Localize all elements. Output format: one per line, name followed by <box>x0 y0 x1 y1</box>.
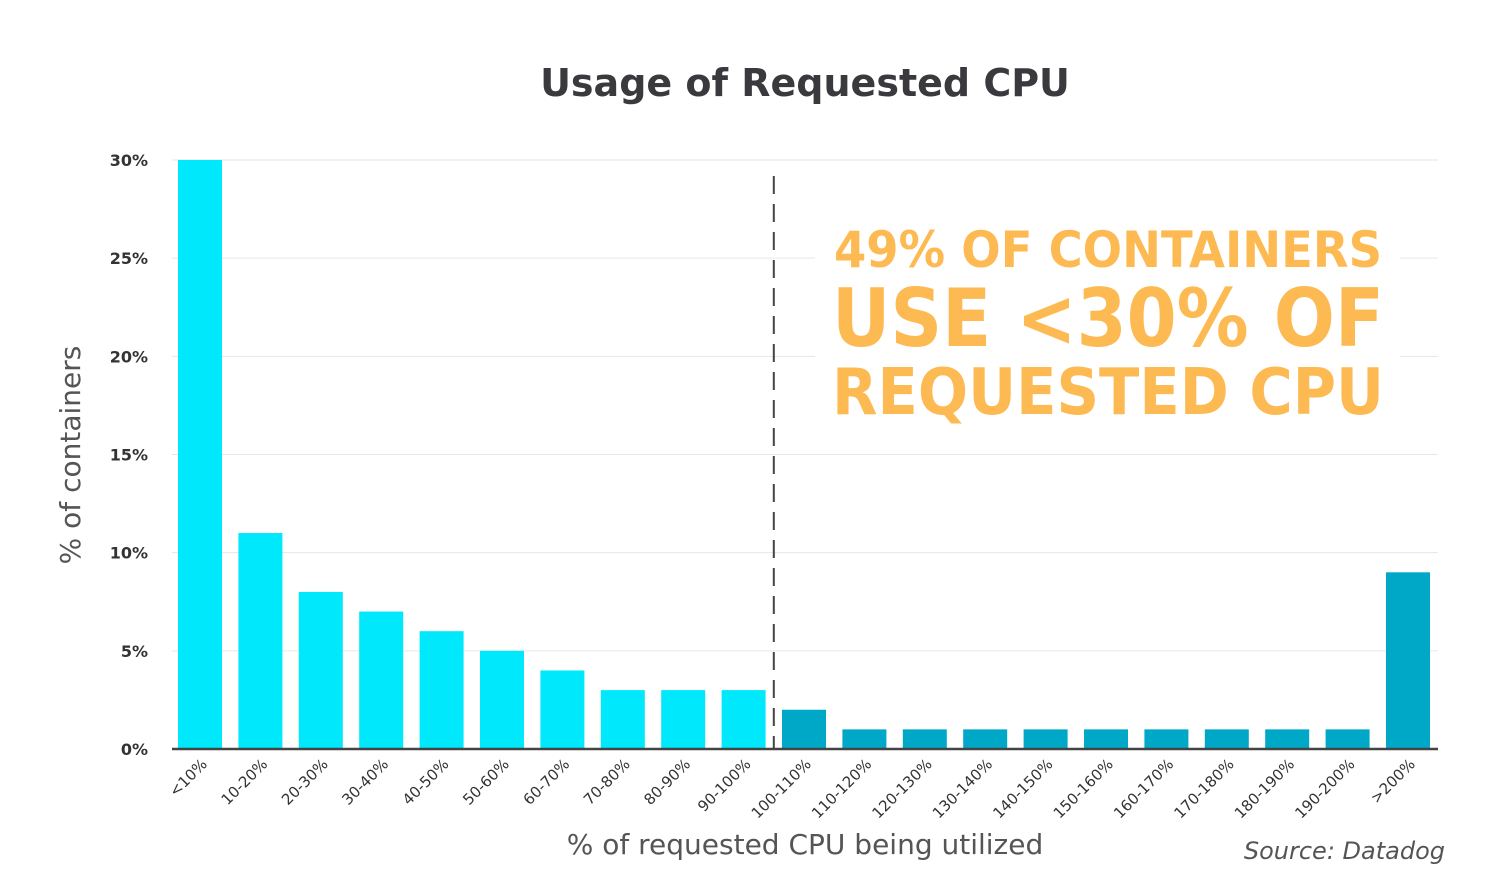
x-tick-label: <10% <box>166 755 211 800</box>
bar-100-110% <box>782 709 826 749</box>
annotation-line-2: USE <30% OF <box>832 272 1384 365</box>
x-tick-label: 160-170% <box>1110 755 1177 822</box>
bar-110-120% <box>842 729 887 749</box>
bar-20-30% <box>298 591 343 749</box>
x-tick-label: 20-30% <box>278 755 332 809</box>
y-tick-label: 15% <box>110 446 148 465</box>
bar-60-70% <box>540 670 585 749</box>
bar-10-20% <box>238 533 283 749</box>
annotation-line-3: REQUESTED CPU <box>832 356 1384 430</box>
bar-<10% <box>178 160 222 749</box>
x-tick-label: 30-40% <box>338 755 392 809</box>
y-tick-label: 20% <box>110 347 148 366</box>
bar-30-40% <box>359 611 404 749</box>
bar-180-190% <box>1265 729 1310 749</box>
y-axis-label: % of containers <box>54 346 87 565</box>
y-tick-label: 0% <box>121 740 148 759</box>
bar-170-180% <box>1204 729 1249 749</box>
x-tick-label: 70-80% <box>580 755 634 809</box>
x-tick-label: 10-20% <box>218 755 272 809</box>
bar-50-60% <box>480 650 524 749</box>
bar-140-150% <box>1023 729 1068 749</box>
x-tick-label: 130-140% <box>929 755 996 822</box>
x-tick-label: 60-70% <box>520 755 574 809</box>
bar-190-200% <box>1325 729 1370 749</box>
x-tick-label: 50-60% <box>459 755 513 809</box>
x-tick-label: 150-160% <box>1050 755 1117 822</box>
x-tick-label: >200% <box>1367 755 1419 807</box>
y-tick-label: 30% <box>110 151 148 170</box>
y-tick-label: 25% <box>110 249 148 268</box>
x-tick-label: 110-120% <box>808 755 875 822</box>
x-tick-label: 80-90% <box>640 755 694 809</box>
bar-90-100% <box>721 690 766 749</box>
y-tick-label: 5% <box>121 642 148 661</box>
bar-70-80% <box>600 690 645 749</box>
bar->200% <box>1386 572 1430 749</box>
x-tick-label: 170-180% <box>1170 755 1237 822</box>
x-tick-label: 190-200% <box>1291 755 1358 822</box>
bar-120-130% <box>902 729 947 749</box>
x-tick-label: 90-100% <box>694 755 754 815</box>
x-tick-label: 40-50% <box>399 755 453 809</box>
bar-150-160% <box>1084 729 1128 749</box>
source-note: Source: Datadog <box>1244 837 1445 865</box>
bar-80-90% <box>661 690 706 749</box>
x-axis-label: % of requested CPU being utilized <box>567 828 1044 861</box>
bar-40-50% <box>419 631 464 749</box>
bar-160-170% <box>1144 729 1189 749</box>
x-tick-label: 180-190% <box>1231 755 1298 822</box>
chart-title: Usage of Requested CPU <box>540 61 1070 105</box>
x-tick-label: 120-130% <box>868 755 935 822</box>
bar-130-140% <box>963 729 1008 749</box>
y-tick-label: 10% <box>110 544 148 563</box>
x-tick-label: 100-110% <box>748 755 815 822</box>
annotation-line-1: 49% OF CONTAINERS <box>834 221 1382 279</box>
annotation-background <box>815 215 1400 430</box>
x-tick-label: 140-150% <box>989 755 1056 822</box>
